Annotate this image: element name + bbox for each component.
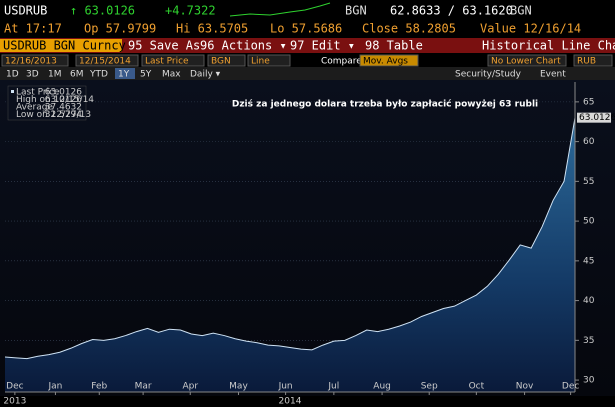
tool[interactable]: Security/Study (455, 70, 522, 80)
control: No Lower Chart (491, 57, 561, 67)
menu-button[interactable]: 97 Edit ▾ (290, 39, 355, 53)
period-selected[interactable] (115, 68, 135, 79)
x-tick-label: Sep (421, 382, 438, 392)
x-tick-label: Dec (6, 382, 23, 392)
control: Line (251, 57, 270, 67)
legend-label: Low on 12/27/13 (16, 110, 91, 120)
change: +4.7322 (165, 4, 216, 18)
area (5, 117, 575, 393)
control: 12/16/2013 (5, 57, 57, 67)
ticker: USDRUB (4, 4, 47, 18)
y-tick-label: 55 (583, 177, 594, 187)
control-field[interactable] (207, 54, 246, 67)
control: Compare (321, 57, 362, 67)
legend-label: Average (16, 103, 53, 113)
period[interactable]: Daily ▾ (190, 70, 221, 80)
annotation: Dziś za jednego dolara trzeba było zapła… (232, 99, 538, 110)
legend-label: High on 12/15/14 (16, 95, 94, 105)
control: Mov. Avgs (363, 57, 408, 67)
y-tick-label: 60 (583, 137, 595, 147)
x-tick-label: Mar (135, 382, 152, 392)
x-tick-label: Feb (91, 382, 107, 392)
control-field[interactable] (247, 54, 291, 67)
legend-value: 32.5794 (45, 110, 82, 120)
stat: Op 57.9799 (84, 22, 156, 36)
legend-box (7, 85, 87, 121)
x-tick-label: Dec (562, 382, 579, 392)
control-field[interactable] (141, 54, 205, 67)
source: BGN (510, 4, 532, 18)
control: RUB (577, 57, 596, 67)
bid-ask: 62.8633 / 63.1620 (390, 4, 513, 18)
stat: Hi 63.5705 (176, 22, 248, 36)
x-tick-label: Jan (47, 382, 62, 392)
y-tick-label: 45 (583, 256, 594, 266)
stat: Lo 57.5686 (270, 22, 342, 36)
last-price-label: 63.0126 (579, 113, 615, 123)
legend-value: 37.4632 (45, 103, 82, 113)
security-box (0, 39, 122, 52)
menu-bar (0, 38, 615, 53)
control: BGN (211, 57, 231, 67)
period[interactable]: 1M (48, 70, 62, 80)
menu-button[interactable]: 95 Save As (128, 39, 200, 53)
y-tick-label: 35 (583, 336, 594, 346)
legend-swatch (11, 90, 14, 93)
control: Last Price (145, 57, 189, 67)
control-field[interactable] (573, 54, 613, 67)
legend-label: Last Price (16, 88, 60, 98)
control-field[interactable] (1, 54, 69, 67)
legend-value: 63.0126 (45, 95, 82, 105)
period[interactable]: 5Y (140, 70, 152, 80)
price: ↑ 63.0126 (70, 4, 135, 18)
control-field[interactable] (359, 54, 419, 67)
period[interactable]: 3D (26, 70, 39, 80)
control: 12/15/2014 (79, 57, 131, 67)
y-tick-label: 30 (583, 376, 595, 386)
chart-type: Historical Line Chart (482, 39, 615, 53)
source: BGN (345, 4, 367, 18)
x-tick-label: Nov (516, 382, 534, 392)
stat: Value 12/16/14 (480, 22, 581, 36)
period[interactable]: YTD (89, 70, 108, 80)
control-field[interactable] (487, 54, 567, 67)
x-tick-label: May (229, 382, 248, 392)
tool[interactable]: Event (540, 70, 566, 80)
x-tick-label: Jun (278, 382, 293, 392)
menu-button[interactable]: 96 Actions ▾ (200, 39, 287, 53)
stat: Close 58.2805 (362, 22, 456, 36)
period[interactable]: 1D (6, 70, 19, 80)
year-label: 2014 (279, 397, 302, 407)
period[interactable]: Max (162, 70, 181, 80)
sparkline (229, 2, 331, 17)
y-tick-label: 65 (583, 97, 594, 107)
period[interactable]: 6M (70, 70, 84, 80)
x-tick-label: Apr (182, 382, 198, 392)
year-label: 2013 (3, 397, 26, 407)
line (4, 117, 576, 360)
last-price-box (577, 112, 611, 123)
x-tick-label: Oct (469, 382, 485, 392)
menu-button[interactable]: 98 Table (365, 39, 423, 53)
legend-value: 63.0126 (45, 88, 82, 98)
security: USDRUB BGN Curncy (3, 39, 126, 53)
x-tick-label: Aug (373, 382, 391, 392)
y-tick-label: 40 (583, 296, 595, 306)
y-tick-label: 50 (583, 217, 595, 227)
period[interactable]: 1Y (118, 70, 130, 80)
x-tick-label: Jul (327, 382, 339, 392)
control-field[interactable] (75, 54, 139, 67)
period-bar (0, 67, 615, 80)
stat: At 17:17 (4, 22, 62, 36)
